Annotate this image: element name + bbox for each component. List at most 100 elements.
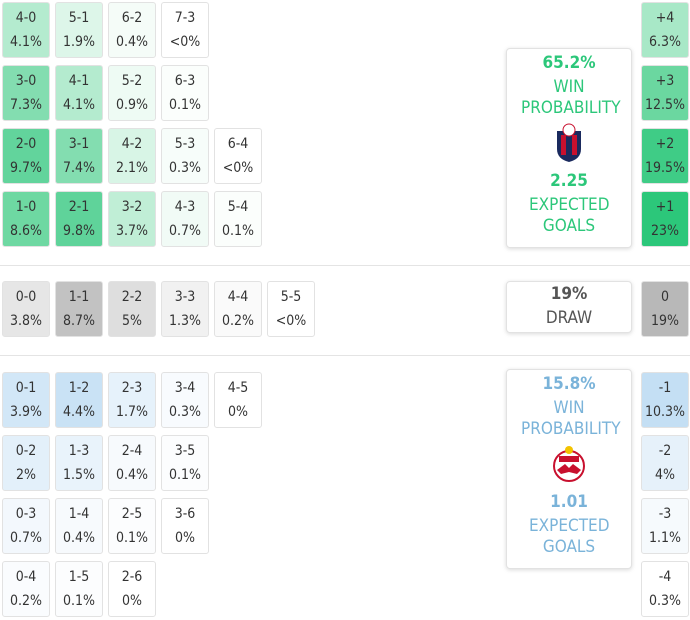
score-cell: 0-4 0.2% [2,561,50,617]
score-cell: 4-2 2.1% [108,128,156,184]
probability-label: <0% [222,160,254,176]
score-cell: 0-2 2% [2,435,50,491]
separator [0,265,690,266]
home-panel: 65.2% WIN PROBABILITY 2.25 EXPECTED GOAL… [506,48,632,248]
score-label: 5-2 [121,73,143,89]
score-cell: +4 6.3% [641,2,689,58]
score-label: 1-2 [68,380,90,396]
probability-label: 0.4% [116,467,148,483]
score-cell: 1-1 8.7% [55,281,103,337]
probability-label: 2% [16,467,36,483]
home-logo [557,123,581,162]
score-cell: 4-3 0.7% [161,191,209,247]
score-label: +3 [655,73,675,89]
probability-label: 0.2% [10,593,42,609]
probability-label: 6.3% [649,34,681,50]
probability-label: 0.9% [116,97,148,113]
score-cell: 5-4 0.1% [214,191,262,247]
score-cell: 0 19% [641,281,689,337]
score-cell: -1 10.3% [641,372,689,428]
score-label: 1-5 [68,569,90,585]
probability-label: 0.3% [649,593,681,609]
score-cell: 0-0 3.8% [2,281,50,337]
home-win-label: WIN PROBABILITY [521,77,621,118]
away-logo [553,446,585,482]
score-label: 2-5 [121,506,143,522]
draw-label: DRAW [545,308,593,328]
score-cell: 3-5 0.1% [161,435,209,491]
score-cell: 4-0 4.1% [2,2,50,58]
score-label: 5-4 [227,199,249,215]
score-label: 1-1 [68,289,90,305]
probability-label: 7.4% [63,160,95,176]
score-label: -4 [658,569,672,585]
probability-label: 4.4% [63,404,95,420]
probability-label: 0.1% [169,467,201,483]
score-label: 0 [660,289,669,305]
score-cell: 5-2 0.9% [108,65,156,121]
score-label: 2-4 [121,443,143,459]
score-cell: 2-4 0.4% [108,435,156,491]
score-cell: 1-2 4.4% [55,372,103,428]
score-cell: 1-5 0.1% [55,561,103,617]
score-cell: 5-5 <0% [267,281,315,337]
score-label: 6-4 [227,136,249,152]
score-label: 3-6 [174,506,196,522]
probability-label: 0.1% [116,530,148,546]
score-label: 1-0 [15,199,37,215]
score-cell: 5-3 0.3% [161,128,209,184]
probability-label: 0.4% [63,530,95,546]
score-cell: -4 0.3% [641,561,689,617]
score-cell: 7-3 <0% [161,2,209,58]
probability-label: 4.1% [63,97,95,113]
score-cell: 3-2 3.7% [108,191,156,247]
score-cell: 3-0 7.3% [2,65,50,121]
probability-label: 9.7% [10,160,42,176]
probability-label: 0.3% [169,160,201,176]
score-label: 0-1 [15,380,37,396]
score-label: -1 [658,380,672,396]
score-cell: 1-3 1.5% [55,435,103,491]
score-label: 1-4 [68,506,90,522]
score-label: 5-1 [68,10,90,26]
score-label: 0-4 [15,569,37,585]
probability-label: 1.7% [116,404,148,420]
probability-label: 0% [122,593,142,609]
score-label: +2 [655,136,675,152]
score-label: 2-6 [121,569,143,585]
score-label: -3 [658,506,672,522]
score-cell: 4-1 4.1% [55,65,103,121]
score-label: 4-4 [227,289,249,305]
score-label: 2-2 [121,289,143,305]
probability-label: 1.5% [63,467,95,483]
probability-label: 0.2% [222,313,254,329]
score-cell: 1-0 8.6% [2,191,50,247]
probability-label: 0.7% [169,223,201,239]
home-win-probability: 65.2% [542,53,596,73]
away-win-label: WIN PROBABILITY [521,398,621,439]
probability-label: 1.9% [63,34,95,50]
score-cell: 5-1 1.9% [55,2,103,58]
away-xg-label: EXPECTED GOALS [529,516,610,557]
probability-label: 5% [122,313,142,329]
probability-label: 19.5% [644,160,685,176]
probability-label: 4.1% [10,34,42,50]
score-label: 2-0 [15,136,37,152]
score-cell: 1-4 0.4% [55,498,103,554]
probability-label: 10.3% [644,404,685,420]
score-label: 4-3 [174,199,196,215]
score-label: 0-2 [15,443,37,459]
score-cell: 2-2 5% [108,281,156,337]
probability-label: 7.3% [10,97,42,113]
score-cell: 2-1 9.8% [55,191,103,247]
score-label: 2-3 [121,380,143,396]
probability-label: 0.1% [63,593,95,609]
probability-label: 4% [655,467,675,483]
score-label: 2-1 [68,199,90,215]
score-label: 4-2 [121,136,143,152]
score-cell: 2-5 0.1% [108,498,156,554]
draw-panel: 19% DRAW [506,281,632,333]
score-cell: +3 12.5% [641,65,689,121]
draw-probability: 19% [550,284,588,304]
score-cell: 6-3 0.1% [161,65,209,121]
